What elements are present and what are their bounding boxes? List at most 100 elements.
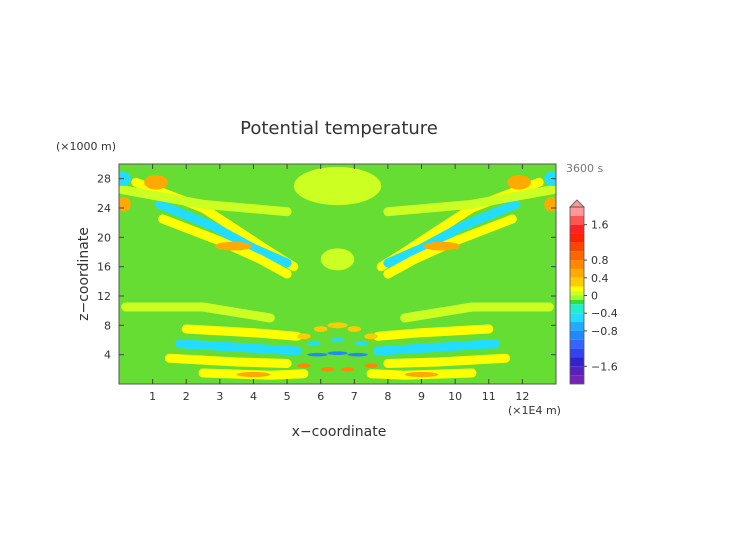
colorbar-label-−1.6: −1.6 (591, 360, 618, 373)
x-tick-label-7: 7 (351, 390, 358, 403)
colorbar-segment-7 (570, 268, 584, 278)
y-tick-label-20: 20 (97, 231, 111, 244)
y-tick-label-8: 8 (104, 319, 111, 332)
colorbar-segment-18 (570, 348, 584, 358)
contour-band-15 (383, 353, 511, 368)
contour-blob-20 (214, 241, 252, 251)
contour-blob-42 (307, 341, 321, 346)
contour-blob-33 (297, 333, 311, 340)
contour-band-11 (373, 324, 494, 341)
contour-band-4 (383, 199, 521, 268)
y-axis-label: z−coordinate (76, 227, 92, 321)
contour-blob-35 (347, 326, 362, 332)
colorbar-label-0.8: 0.8 (591, 254, 609, 267)
contour-blob-21 (423, 241, 461, 251)
contour-band-7 (383, 185, 556, 217)
x-axis: 1 2 3 4 5 6 7 8 9 10 11 12 (149, 164, 529, 403)
colorbar-segment-19 (570, 357, 584, 367)
contour-band-8 (121, 302, 275, 323)
contour-band-6 (119, 185, 292, 217)
colorbar-label-−0.8: −0.8 (591, 325, 618, 338)
colorbar-label-1.6: 1.6 (591, 219, 609, 232)
x-tick-label-4: 4 (250, 390, 257, 403)
contour-band-9 (400, 302, 554, 323)
colorbar-segment-6 (570, 260, 584, 269)
time-label: 3600 s (566, 162, 603, 175)
chart-title: Potential temperature (240, 118, 438, 139)
plot-area (119, 164, 556, 384)
colorbar-segment-8 (570, 277, 584, 287)
colorbar-max-arrow (569, 199, 585, 208)
x-tick-label-3: 3 (216, 390, 223, 403)
contour-blob-29 (404, 371, 439, 378)
contour-blob-37 (327, 322, 348, 329)
y-tick-label-4: 4 (104, 349, 111, 362)
contour-blob-19 (507, 175, 531, 190)
contour-blob-23 (544, 171, 556, 186)
colorbar-segment-10 (570, 291, 584, 296)
y-tick-label-16: 16 (97, 261, 111, 274)
contour-blob-36 (364, 333, 378, 340)
colorbar-segment-21 (570, 375, 584, 384)
y-tick-label-28: 28 (97, 173, 111, 186)
y-tick-label-12: 12 (97, 290, 111, 303)
contour-blob-40 (340, 367, 355, 372)
contour-blob-27 (320, 248, 355, 271)
contour-blob-22 (119, 171, 131, 186)
colorbar-label-0: 0 (591, 290, 598, 303)
contour-blob-39 (320, 367, 335, 372)
contour-band-10 (181, 324, 302, 341)
x-tick-label-8: 8 (384, 390, 391, 403)
contour-band-1 (154, 199, 292, 268)
x-tick-label-5: 5 (284, 390, 291, 403)
colorbar-segment-13 (570, 304, 584, 314)
x-axis-label: x−coordinate (292, 424, 387, 440)
contour-blob-30 (307, 352, 328, 357)
contour-blob-43 (354, 341, 368, 346)
contour-blob-31 (347, 352, 368, 357)
contour-blob-18 (144, 175, 168, 190)
colorbar-segment-16 (570, 330, 584, 340)
y-tick-label-24: 24 (97, 202, 111, 215)
contour-blob-44 (330, 337, 345, 343)
contour-blob-26 (293, 166, 382, 206)
x-axis-unit: (×1E4 m) (508, 404, 561, 417)
colorbar: 1.6 0.8 0.4 0 −0.4 −0.8 −1.6 (569, 199, 618, 385)
y-axis-unit: (×1000 m) (56, 140, 116, 153)
x-tick-label-12: 12 (515, 390, 529, 403)
contour-band-17 (366, 368, 477, 380)
colorbar-segment-17 (570, 339, 584, 349)
colorbar-segment-5 (570, 251, 584, 261)
contour-blob-28 (236, 371, 271, 378)
contour-band-12 (175, 339, 302, 356)
contour-blob-34 (313, 326, 328, 332)
contour-blob-38 (297, 363, 311, 368)
colorbar-label-0.4: 0.4 (591, 272, 609, 285)
colorbar-segment-4 (570, 242, 584, 252)
y-axis: 4 8 12 16 20 24 28 (97, 173, 556, 362)
colorbar-segment-0 (570, 207, 584, 216)
contour-band-14 (164, 353, 292, 368)
x-tick-label-9: 9 (418, 390, 425, 403)
colorbar-segment-20 (570, 366, 584, 376)
contour-blob-41 (364, 363, 378, 368)
colorbar-segment-1 (570, 215, 584, 225)
x-tick-label-10: 10 (448, 390, 462, 403)
x-tick-label-6: 6 (317, 390, 324, 403)
contour-band-13 (373, 339, 500, 356)
colorbar-segment-11 (570, 295, 584, 300)
colorbar-label-−0.4: −0.4 (591, 307, 618, 320)
plot-frame (118, 163, 557, 385)
x-tick-label-1: 1 (149, 390, 156, 403)
x-tick-label-2: 2 (183, 390, 190, 403)
colorbar-segment-9 (570, 286, 584, 292)
contour-band-16 (198, 368, 309, 380)
colorbar-segment-12 (570, 299, 584, 305)
colorbar-segment-2 (570, 224, 584, 234)
contour-blob-32 (327, 351, 348, 356)
x-tick-label-11: 11 (482, 390, 496, 403)
colorbar-segment-3 (570, 233, 584, 243)
colorbar-segment-15 (570, 322, 584, 331)
colorbar-segment-14 (570, 313, 584, 323)
